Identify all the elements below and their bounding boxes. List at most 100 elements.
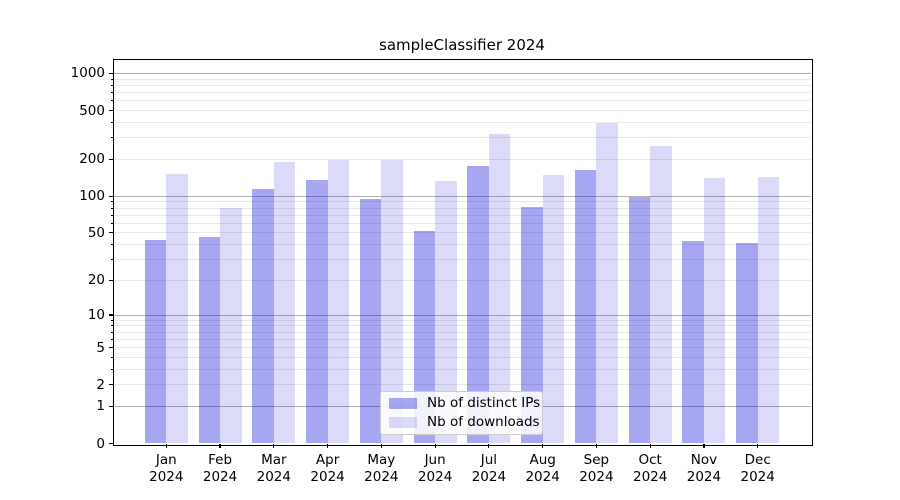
- y-minortick-80: [110, 207, 113, 209]
- y-minortick-6: [110, 338, 113, 340]
- bar-downloads-nov: [703, 178, 726, 444]
- legend-item-distinct-ips: Nb of distinct IPs: [389, 396, 540, 411]
- bar-downloads-dec: [757, 177, 780, 444]
- x-tick-label-dec: Dec 2024: [740, 451, 775, 485]
- gridline-y-3: [113, 368, 811, 370]
- bar-distinct-ips-oct: [628, 197, 651, 444]
- bar-downloads-jan: [166, 173, 188, 444]
- y-tick-label-1000: 1000: [70, 65, 105, 82]
- y-tick-5: [108, 346, 113, 349]
- x-tick-label-jan: Jan 2024: [149, 451, 184, 485]
- y-minortick-30: [110, 259, 113, 261]
- x-tick-label-nov: Nov 2024: [686, 451, 722, 485]
- y-tick-label-10: 10: [87, 307, 105, 324]
- y-tick-0: [108, 442, 113, 445]
- y-tick-label-500: 500: [79, 102, 105, 119]
- y-tick-label-2: 2: [96, 376, 105, 393]
- bar-downloads-feb: [220, 208, 242, 444]
- bar-downloads-apr: [327, 160, 350, 444]
- x-tick-feb: [219, 443, 221, 448]
- y-minortick-9: [110, 319, 113, 321]
- y-tick-50: [108, 232, 113, 234]
- gridline-y-80: [113, 207, 811, 209]
- x-tick-jan: [165, 443, 167, 448]
- gridline-y-9: [113, 319, 811, 321]
- y-tick-10: [108, 314, 113, 316]
- y-tick-label-50: 50: [87, 224, 105, 241]
- y-tick-20: [108, 279, 113, 282]
- x-tick-may: [380, 443, 382, 448]
- gridline-y-6: [113, 338, 811, 340]
- bar-distinct-ips-aug: [521, 206, 543, 444]
- bar-distinct-ips-jun: [413, 230, 436, 444]
- y-minortick-900: [110, 78, 113, 80]
- legend-label-downloads: Nb of downloads: [427, 414, 540, 430]
- bar-distinct-ips-sep: [574, 169, 597, 444]
- y-minortick-300: [110, 137, 113, 139]
- legend-item-downloads: Nb of downloads: [389, 415, 540, 430]
- x-tick-label-feb: Feb 2024: [202, 451, 238, 485]
- x-tick-sep: [595, 443, 597, 448]
- gridline-y-500: [113, 110, 811, 112]
- y-minortick-7: [110, 331, 113, 333]
- gridline-y-90: [113, 201, 811, 203]
- chart-title: sampleClassifier 2024: [379, 36, 545, 54]
- y-tick-label-100: 100: [79, 188, 105, 205]
- x-tick-jul: [488, 443, 490, 448]
- bar-downloads-jul: [488, 134, 511, 444]
- gridline-y-4: [113, 356, 811, 358]
- bar-downloads-jun: [435, 180, 457, 444]
- x-tick-label-aug: Aug 2024: [525, 451, 560, 485]
- y-minortick-90: [110, 201, 113, 203]
- y-minortick-8: [110, 325, 113, 327]
- bar-downloads-mar: [273, 162, 296, 444]
- x-tick-label-jun: Jun 2024: [417, 451, 453, 485]
- y-tick-100: [108, 195, 113, 197]
- gridline-y-60: [113, 222, 811, 224]
- y-tick-label-1: 1: [96, 398, 105, 415]
- gridline-y-70: [113, 214, 811, 216]
- y-minortick-3: [110, 368, 113, 370]
- legend-swatch-downloads: [389, 417, 417, 428]
- bar-distinct-ips-feb: [198, 237, 221, 444]
- y-tick-1: [108, 405, 113, 407]
- bar-downloads-sep: [596, 123, 618, 444]
- gridline-y-100: [113, 195, 811, 197]
- y-minortick-400: [110, 121, 113, 123]
- y-tick-1000: [108, 72, 113, 75]
- y-minortick-4: [110, 356, 113, 358]
- x-tick-dec: [757, 443, 759, 448]
- gridline-y-20: [113, 279, 811, 281]
- x-tick-oct: [649, 443, 651, 448]
- y-tick-label-0: 0: [96, 435, 105, 452]
- y-tick-label-5: 5: [96, 339, 105, 356]
- y-tick-2: [108, 384, 113, 386]
- gridline-y-900: [113, 78, 811, 80]
- gridline-y-8: [113, 325, 811, 327]
- gridline-y-600: [113, 100, 811, 102]
- gridline-y-7: [113, 331, 811, 333]
- x-tick-label-may: May 2024: [364, 451, 399, 485]
- legend-swatch-distinct-ips: [389, 398, 417, 409]
- x-tick-label-mar: Mar 2024: [256, 451, 291, 485]
- gridline-y-800: [113, 84, 811, 86]
- bar-distinct-ips-dec: [736, 243, 758, 444]
- x-tick-nov: [703, 443, 705, 448]
- x-tick-label-jul: Jul 2024: [471, 451, 507, 485]
- gridline-y-30: [113, 259, 811, 261]
- x-tick-aug: [542, 443, 544, 448]
- gridline-y-5: [113, 347, 811, 349]
- gridline-y-400: [113, 121, 811, 123]
- y-minortick-40: [110, 244, 113, 246]
- x-tick-label-apr: Apr 2024: [310, 451, 345, 485]
- y-minortick-700: [110, 92, 113, 94]
- y-tick-label-200: 200: [79, 151, 105, 168]
- x-tick-label-oct: Oct 2024: [632, 451, 668, 485]
- x-tick-mar: [273, 443, 275, 448]
- x-tick-label-sep: Sep 2024: [579, 451, 614, 485]
- bar-distinct-ips-may: [359, 199, 382, 444]
- legend: Nb of distinct IPs Nb of downloads: [380, 391, 543, 435]
- gridline-y-40: [113, 244, 811, 246]
- bar-distinct-ips-jan: [144, 239, 167, 444]
